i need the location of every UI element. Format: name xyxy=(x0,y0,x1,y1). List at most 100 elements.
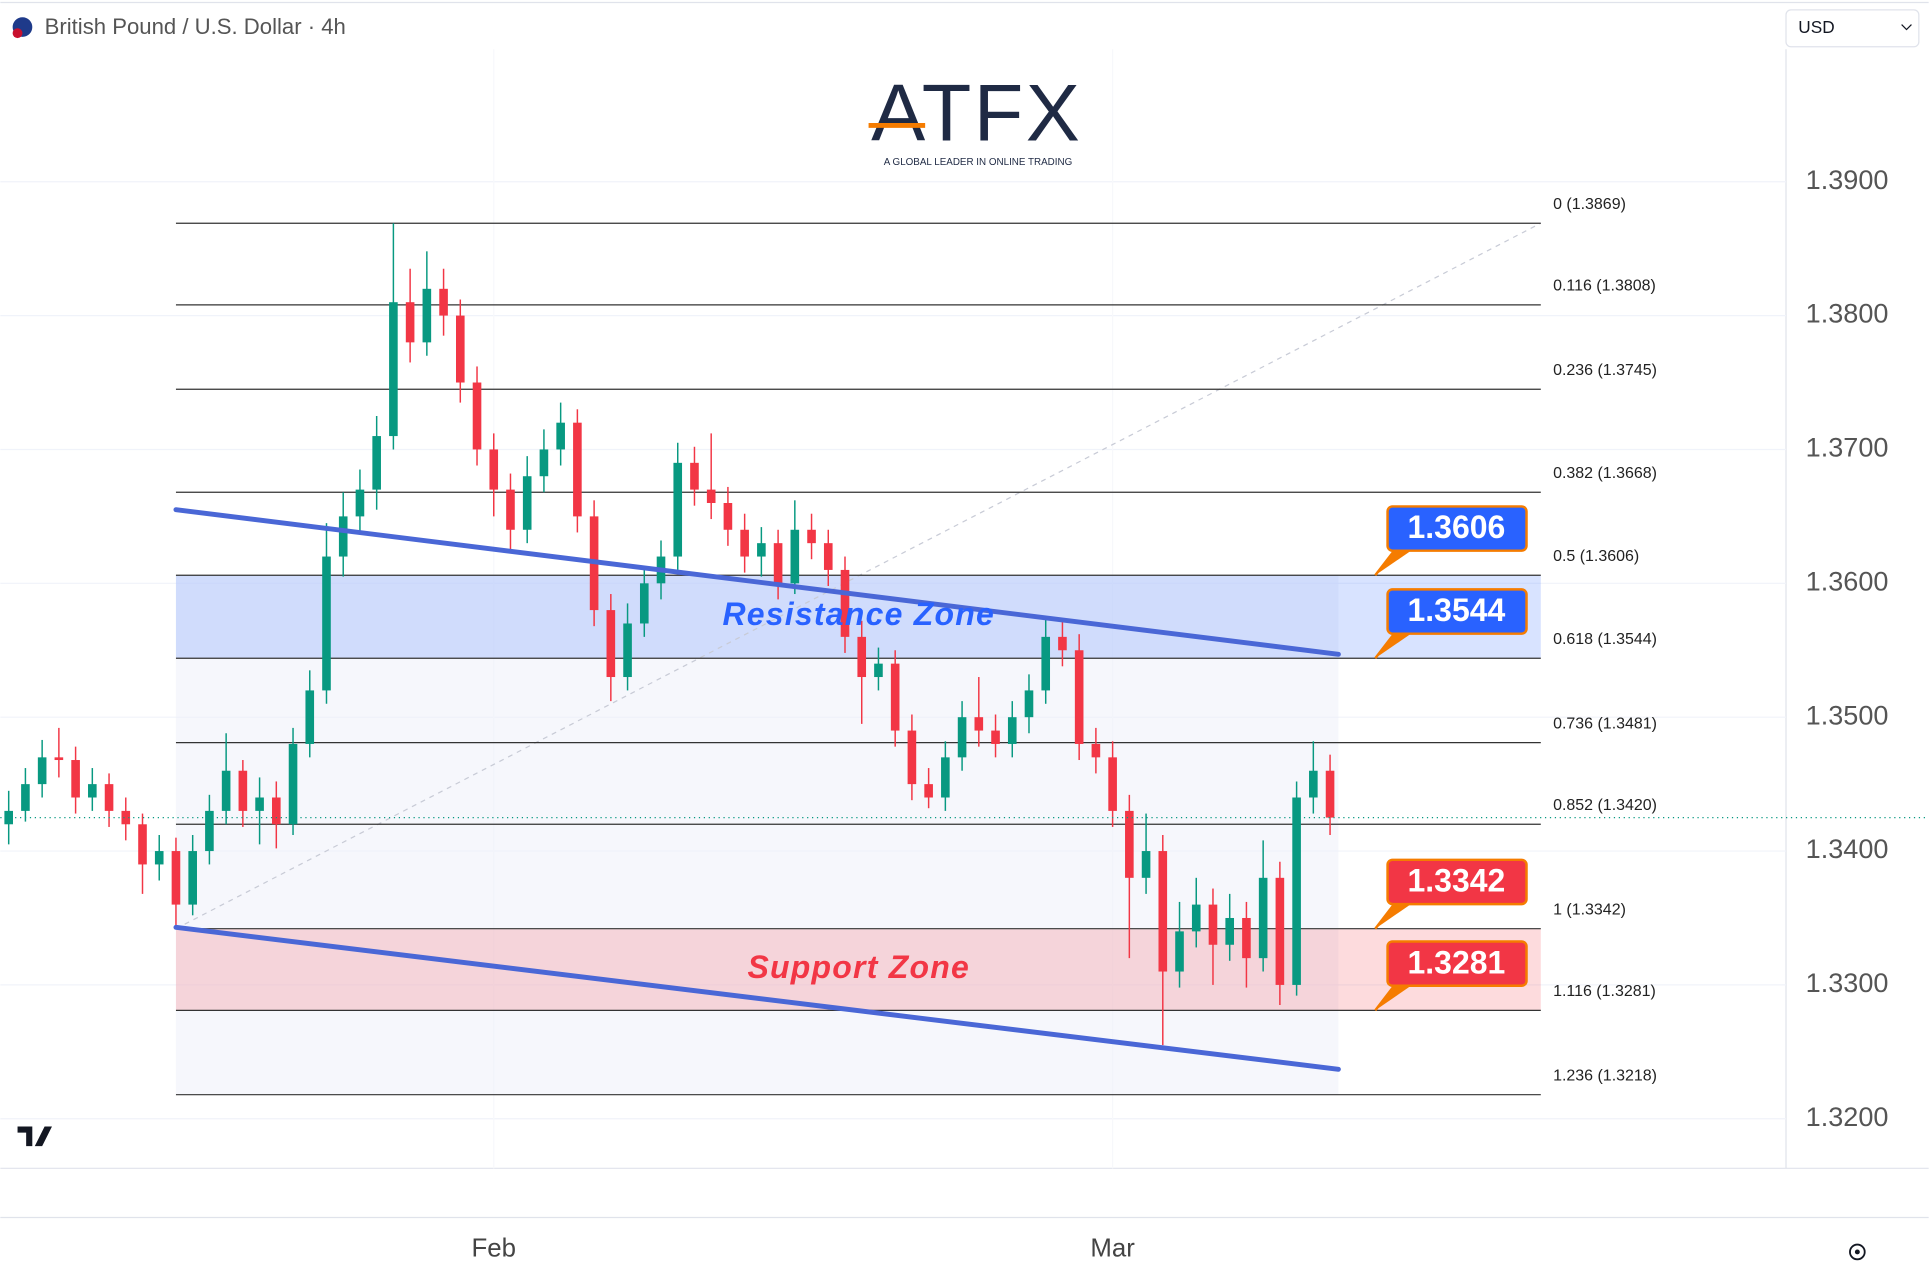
candle-body xyxy=(840,569,850,637)
candle-body xyxy=(1091,743,1101,758)
candle-body xyxy=(757,543,766,557)
candle-body xyxy=(338,516,348,557)
y-tick-label: 1.3600 xyxy=(1806,566,1889,596)
candle-body xyxy=(1007,717,1017,744)
settings-icon-dot xyxy=(1854,1249,1860,1255)
price-tag-label: 1.3606 xyxy=(1408,509,1506,545)
candle-body xyxy=(288,743,298,825)
fib-label: 1.236 (1.3218) xyxy=(1553,1067,1657,1084)
fib-label: 0.852 (1.3420) xyxy=(1553,797,1657,814)
candle-body xyxy=(1074,650,1084,744)
tradingview-logo xyxy=(17,1126,52,1147)
candle-body xyxy=(1309,770,1318,798)
currency-label[interactable]: USD xyxy=(1798,17,1834,37)
settings-icon[interactable] xyxy=(1849,1243,1866,1261)
candle-body xyxy=(1108,757,1117,811)
candle-body xyxy=(472,382,482,450)
fib-label: 0.618 (1.3544) xyxy=(1553,631,1657,648)
candle-body xyxy=(154,851,164,865)
candle-body xyxy=(606,610,616,678)
price-tag xyxy=(1386,940,1528,987)
candle-body xyxy=(1141,851,1151,878)
candle-body xyxy=(673,462,683,557)
candle-body xyxy=(221,770,231,811)
candle-body xyxy=(522,476,532,530)
flag-icon-badge xyxy=(12,28,23,39)
candle-body xyxy=(556,422,565,450)
fib-label: 0.116 (1.3808) xyxy=(1553,278,1656,295)
candle-body xyxy=(1292,797,1301,985)
y-tick-label: 1.3800 xyxy=(1806,299,1889,329)
candle-body xyxy=(639,583,649,624)
candle-body xyxy=(305,690,315,744)
price-tag xyxy=(1386,505,1528,552)
price-tag-label: 1.3281 xyxy=(1408,944,1506,980)
candle-body xyxy=(723,503,733,530)
fib-background xyxy=(175,575,1339,1095)
candle-body xyxy=(489,449,499,490)
zone-label: Resistance Zone xyxy=(722,596,995,632)
candle-body xyxy=(1258,877,1268,959)
candle-body xyxy=(372,436,381,490)
candle-body xyxy=(924,784,933,798)
currency-selector[interactable] xyxy=(1785,9,1920,48)
candle-body xyxy=(205,810,214,852)
candle-body xyxy=(1225,917,1235,945)
candle-body xyxy=(272,797,281,825)
y-tick-label: 1.3200 xyxy=(1806,1102,1889,1132)
candle-body xyxy=(405,302,415,343)
zone xyxy=(175,928,1541,1011)
candle-body xyxy=(573,422,582,517)
fib-label: 0.5 (1.3606) xyxy=(1553,548,1639,565)
candle-body xyxy=(1158,851,1168,972)
y-tick-label: 1.3500 xyxy=(1806,700,1889,730)
candle-body xyxy=(238,770,248,811)
y-tick-label: 1.3300 xyxy=(1806,968,1889,998)
y-tick-label: 1.3700 xyxy=(1806,433,1889,463)
plot: 1.3200 1.3300 1.3400 1.3500 1.3600 1.3700 1.38… xyxy=(0,49,1929,1262)
candle-body xyxy=(857,636,867,678)
candle-body xyxy=(506,489,515,530)
candle-body xyxy=(389,302,398,437)
candle-body xyxy=(539,449,549,477)
price-tag-label: 1.3544 xyxy=(1408,592,1506,628)
candle-body xyxy=(1024,690,1034,718)
candle-body xyxy=(138,824,147,865)
logo-name: ATFX xyxy=(871,69,1082,159)
candle-body xyxy=(1041,636,1051,691)
x-tick-label: Feb xyxy=(472,1234,516,1262)
candle-body xyxy=(941,757,950,798)
candle-body xyxy=(37,757,47,785)
candle-body xyxy=(104,784,114,811)
candle-body xyxy=(1325,770,1335,818)
price-tag-label: 1.3342 xyxy=(1408,863,1506,899)
candle-body xyxy=(957,717,967,758)
symbol-title: British Pound / U.S. Dollar · 4h xyxy=(45,14,346,39)
candle-body xyxy=(4,810,13,825)
price-tag xyxy=(1386,858,1528,906)
candle-body xyxy=(1191,904,1201,932)
candle-body xyxy=(121,810,131,825)
candle-body xyxy=(1275,877,1285,985)
candle-body xyxy=(907,730,917,785)
candle-body xyxy=(773,543,783,584)
candle-body xyxy=(88,784,97,798)
candle-body xyxy=(790,529,800,584)
candle-body xyxy=(1208,904,1218,945)
candle-body xyxy=(171,851,181,905)
logo-tagline: A GLOBAL LEADER IN ONLINE TRADING xyxy=(884,157,1072,168)
dropdown-arrow xyxy=(1901,24,1912,31)
fib-anchor-line xyxy=(175,222,1542,930)
candle-body xyxy=(188,851,197,905)
candle-body xyxy=(1058,636,1067,651)
candle-body xyxy=(255,797,264,811)
price-tag xyxy=(1386,588,1528,635)
candle-body xyxy=(455,315,465,383)
candle-body xyxy=(706,489,716,504)
candle-body xyxy=(807,529,816,544)
atfx-logo: ATFX A GLOBAL LEADER IN ONLINE TRADING xyxy=(868,69,1082,168)
candle-body xyxy=(623,623,632,678)
trendline xyxy=(173,507,1341,657)
